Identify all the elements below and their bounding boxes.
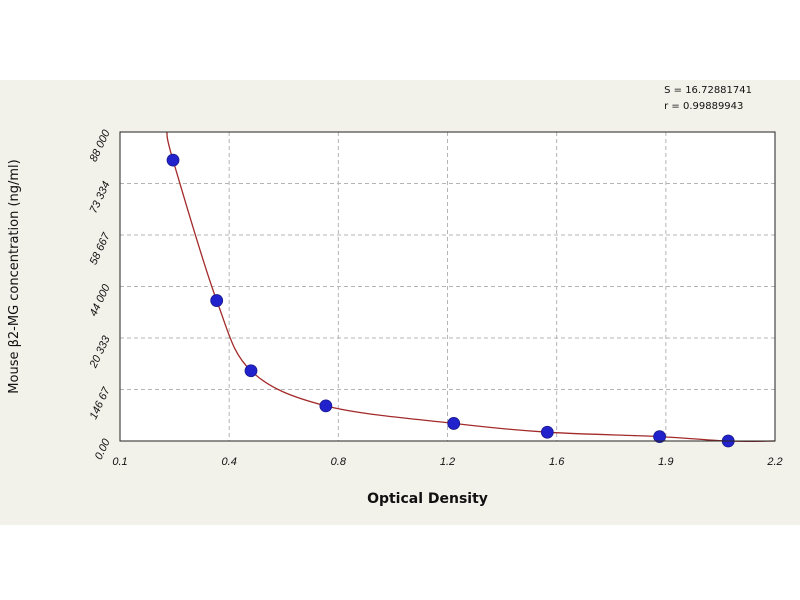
data-point — [166, 153, 180, 167]
r-statistic: r = 0.99889943 — [664, 101, 744, 112]
plot-frame — [119, 131, 776, 442]
data-point — [210, 294, 224, 307]
fit-statistics: S = 16.72881741 r = 0.99889943 — [664, 83, 752, 115]
data-point — [540, 425, 554, 439]
data-points — [166, 153, 735, 448]
x-tick-label: 1.2 — [440, 456, 455, 468]
x-tick-label: 2.2 — [766, 456, 782, 468]
x-axis-title: Optical Density — [367, 491, 488, 507]
fit-curve — [166, 131, 776, 442]
y-tick-label: 73 334 — [88, 180, 113, 216]
data-point — [653, 430, 666, 444]
data-point — [244, 364, 258, 378]
y-tick-label: 20 333 — [87, 333, 113, 370]
x-tick-label: 0.1 — [112, 456, 127, 468]
x-tick-label: 0.8 — [331, 456, 347, 468]
y-tick-label: 44 000 — [88, 282, 113, 318]
x-tick-label: 0.4 — [222, 456, 237, 468]
y-tick-labels: 0.00 146 67 20 333 44 000 58 667 73 334 88 000 — [87, 127, 113, 461]
s-statistic: S = 16.72881741 — [664, 85, 752, 96]
gridlines — [120, 132, 775, 441]
y-tick-label: 146 67 — [88, 385, 113, 421]
data-point — [319, 399, 333, 413]
y-tick-label: 0.00 — [93, 436, 113, 461]
y-tick-label: 88 000 — [88, 127, 113, 163]
data-point — [447, 417, 461, 430]
y-axis-title: Mouse β2-MG concentration (ng/ml) — [7, 159, 22, 393]
y-tick-label: 58 667 — [88, 230, 113, 266]
x-tick-label: 1.9 — [658, 456, 673, 468]
x-tick-label: 1.6 — [549, 456, 565, 468]
x-tick-labels: 0.1 0.4 0.8 1.2 1.6 1.9 2.2 — [112, 456, 782, 468]
